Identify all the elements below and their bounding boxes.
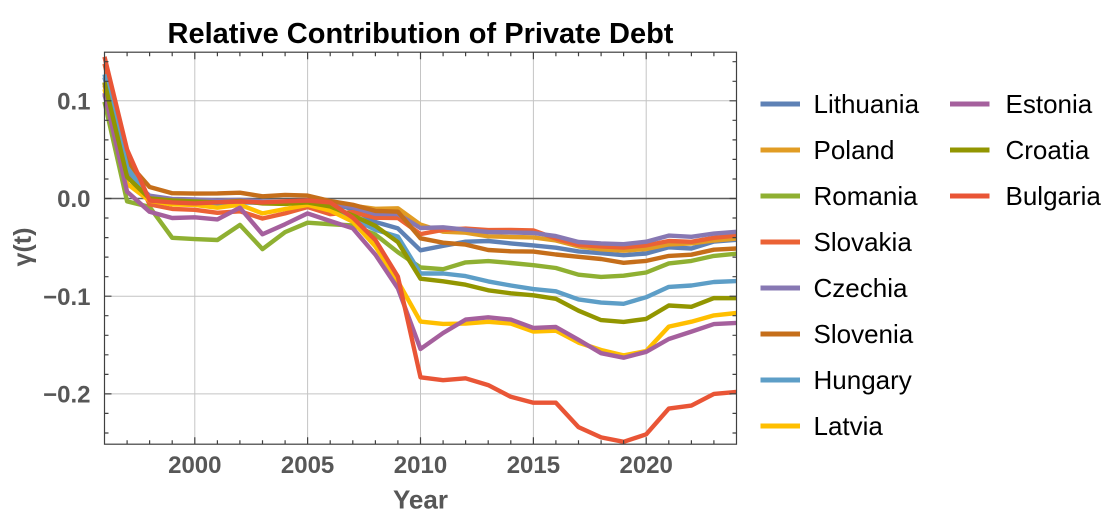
svg-text:Hungary: Hungary [814, 365, 912, 395]
svg-text:Czechia: Czechia [814, 273, 908, 303]
svg-text:Romania: Romania [814, 181, 919, 211]
svg-text:Latvia: Latvia [814, 411, 884, 441]
svg-text:2020: 2020 [620, 452, 673, 479]
svg-text:0.0: 0.0 [57, 186, 90, 213]
svg-text:Lithuania: Lithuania [814, 89, 920, 119]
svg-text:Poland: Poland [814, 135, 895, 165]
svg-text:2015: 2015 [507, 452, 560, 479]
svg-text:2010: 2010 [394, 452, 447, 479]
svg-text:Relative Contribution of Priva: Relative Contribution of Private Debt [168, 18, 674, 50]
svg-text:Estonia: Estonia [1006, 89, 1093, 119]
svg-text:γ(t): γ(t) [9, 228, 37, 267]
svg-text:2005: 2005 [281, 452, 334, 479]
svg-text:−0.2: −0.2 [43, 382, 90, 409]
svg-text:Croatia: Croatia [1006, 135, 1090, 165]
svg-text:Slovenia: Slovenia [814, 319, 914, 349]
svg-text:Slovakia: Slovakia [814, 227, 913, 257]
svg-text:−0.1: −0.1 [43, 284, 90, 311]
svg-text:Bulgaria: Bulgaria [1006, 181, 1102, 211]
svg-text:Year: Year [393, 485, 448, 515]
svg-text:2000: 2000 [168, 452, 221, 479]
svg-text:0.1: 0.1 [57, 88, 90, 115]
